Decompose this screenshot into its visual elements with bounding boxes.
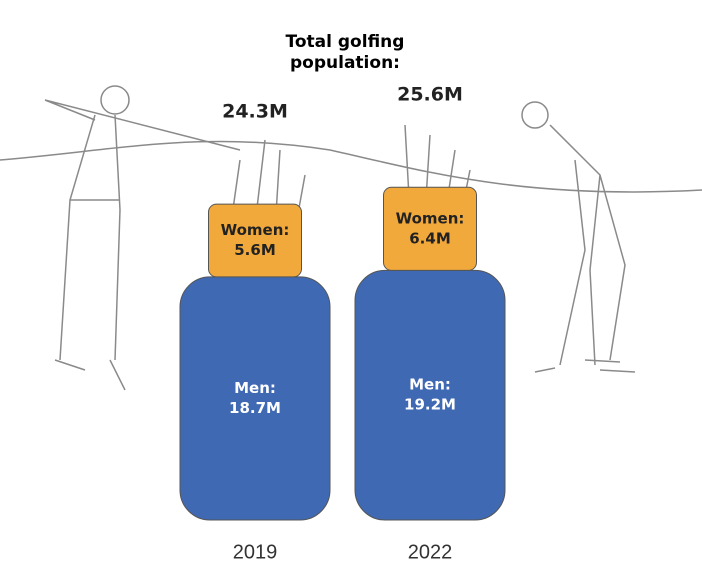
segment-name: Women: xyxy=(221,221,290,239)
golfer-right xyxy=(521,101,636,373)
segment-value: 19.2M xyxy=(404,396,456,414)
segment-value: 18.7M xyxy=(229,399,281,417)
golfer-left xyxy=(44,85,241,391)
category-label: 2022 xyxy=(408,541,453,563)
total-label: 25.6M xyxy=(397,84,463,106)
segment-name: Women: xyxy=(396,209,465,227)
category-label: 2019 xyxy=(233,541,278,563)
segment-name: Men: xyxy=(409,376,451,394)
chart-title: Total golfing population: xyxy=(286,32,405,73)
segment-value: 6.4M xyxy=(409,229,451,247)
bag-segment xyxy=(208,203,302,278)
clubs xyxy=(229,124,471,231)
horizon xyxy=(0,140,702,193)
segment-name: Men: xyxy=(234,379,276,397)
bag-segment xyxy=(383,186,477,271)
total-label: 24.3M xyxy=(222,101,288,123)
segment-value: 5.6M xyxy=(234,241,276,259)
